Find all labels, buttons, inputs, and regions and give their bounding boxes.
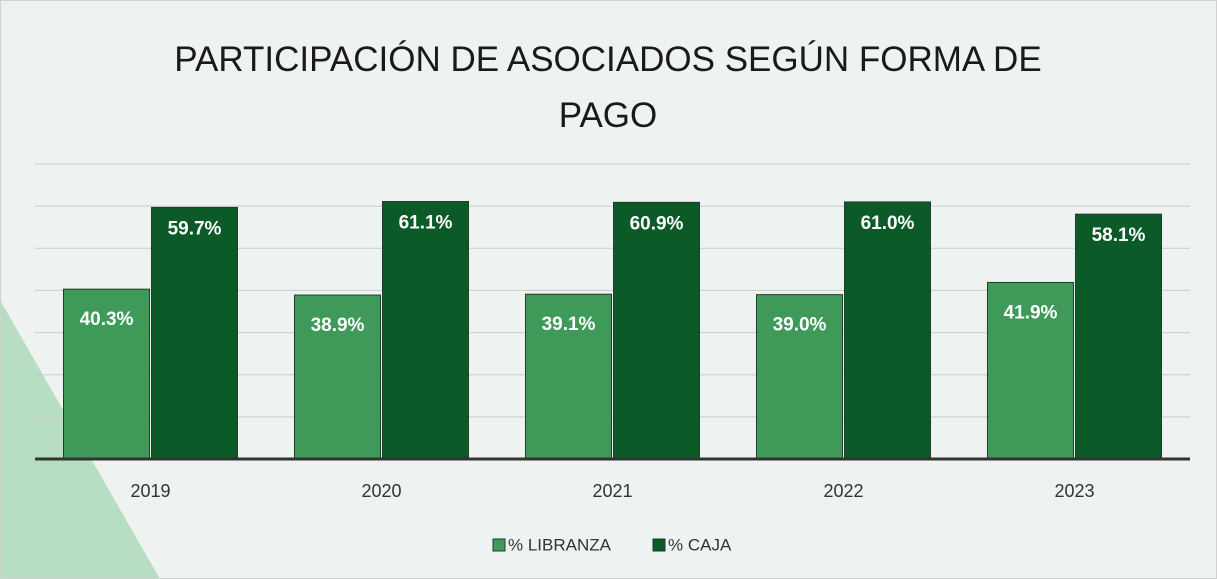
- legend-label: % LIBRANZA: [508, 535, 612, 554]
- data-label: 40.3%: [80, 309, 134, 330]
- x-tick-label: 2020: [361, 481, 401, 501]
- bar: [756, 294, 843, 460]
- x-tick-label: 2021: [592, 481, 632, 501]
- chart-title: PARTICIPACIÓN DE ASOCIADOS SEGÚN FORMA D…: [174, 40, 1042, 135]
- x-tick-label: 2022: [823, 481, 863, 501]
- data-label: 59.7%: [168, 218, 222, 239]
- data-label: 61.0%: [861, 213, 915, 234]
- x-tick-label: 2019: [130, 481, 170, 501]
- data-label: 39.0%: [773, 315, 827, 336]
- legend-swatch: [652, 538, 666, 552]
- bar: [844, 201, 931, 460]
- bar: [63, 288, 150, 460]
- bar: [382, 201, 469, 460]
- legend-swatch: [492, 538, 506, 552]
- data-label: 58.1%: [1092, 225, 1146, 246]
- bar: [613, 201, 700, 460]
- bar: [987, 281, 1074, 460]
- x-tick-label: 2023: [1054, 481, 1094, 501]
- bar: [525, 293, 612, 460]
- bar: [1075, 213, 1162, 460]
- legend-label: % CAJA: [668, 535, 732, 554]
- data-label: 61.1%: [399, 213, 453, 234]
- data-label: 38.9%: [311, 315, 365, 336]
- data-label: 39.1%: [542, 314, 596, 335]
- data-label: 60.9%: [630, 213, 684, 234]
- data-label: 41.9%: [1004, 302, 1058, 323]
- bar: [151, 206, 238, 460]
